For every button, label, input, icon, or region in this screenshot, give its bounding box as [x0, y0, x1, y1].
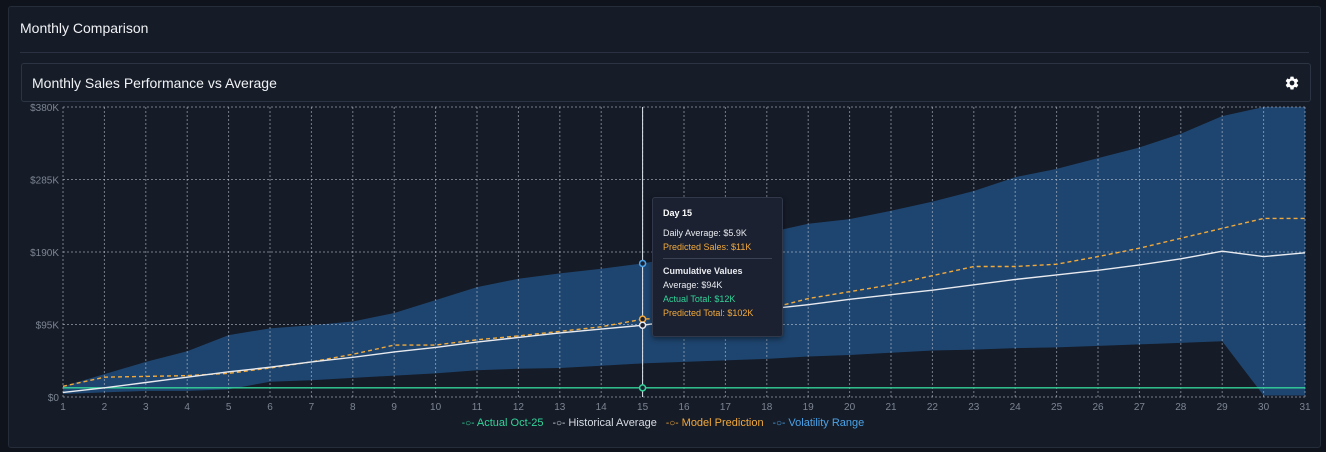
tooltip-daily-average: Daily Average: $5.9K: [663, 228, 747, 238]
legend-label-prediction: Model Prediction: [681, 417, 764, 429]
hover-point-actual: [638, 384, 647, 392]
x-tick-label: 12: [513, 402, 525, 413]
x-tick-label: 15: [637, 402, 649, 413]
x-tick-label: 2: [102, 402, 108, 413]
y-tick-label: $285K: [30, 176, 59, 187]
chart-card-header: Monthly Sales Performance vs Average: [21, 63, 1311, 102]
hover-point-prediction: [638, 315, 647, 323]
panel-divider: [20, 52, 1309, 53]
tooltip-day: Day 15: [663, 208, 693, 218]
gear-icon[interactable]: [1284, 75, 1300, 91]
y-tick-label: $0: [48, 393, 60, 404]
x-tick-label: 8: [350, 402, 356, 413]
x-tick-label: 16: [678, 402, 690, 413]
x-tick-label: 7: [309, 402, 315, 413]
tooltip-divider: [663, 258, 772, 259]
legend-marker-actual: -○-: [461, 418, 475, 429]
x-tick-label: 18: [761, 402, 773, 413]
chart-tooltip: Day 15 Daily Average: $5.9K Predicted Sa…: [652, 197, 783, 337]
x-tick-label: 31: [1299, 402, 1311, 413]
x-tick-label: 27: [1134, 402, 1146, 413]
panel-title: Monthly Comparison: [20, 20, 149, 36]
legend-marker-historical: -○-: [552, 418, 566, 429]
x-tick-label: 19: [803, 402, 815, 413]
y-tick-label: $190K: [30, 248, 59, 259]
chart-title: Monthly Sales Performance vs Average: [32, 75, 277, 91]
legend-item-prediction[interactable]: -○- Model Prediction: [666, 417, 764, 429]
x-tick-label: 14: [596, 402, 608, 413]
tooltip-average: Average: $94K: [663, 280, 723, 290]
tooltip-section-title: Cumulative Values: [663, 266, 743, 276]
legend-item-historical[interactable]: -○- Historical Average: [553, 417, 657, 429]
tooltip-predicted-sales: Predicted Sales: $11K: [663, 242, 752, 252]
x-tick-label: 6: [267, 402, 273, 413]
legend-label-volatility: Volatility Range: [788, 417, 865, 429]
x-tick-label: 3: [143, 402, 149, 413]
tooltip-predicted-total: Predicted Total: $102K: [663, 308, 754, 318]
hover-point-volatility: [638, 259, 647, 268]
x-tick-label: 5: [226, 402, 232, 413]
legend-marker-prediction: -○-: [665, 418, 679, 429]
x-tick-label: 17: [720, 402, 732, 413]
x-tick-label: 1: [60, 402, 66, 413]
x-tick-label: 20: [844, 402, 856, 413]
x-tick-label: 23: [968, 402, 980, 413]
x-tick-label: 9: [391, 402, 397, 413]
x-tick-label: 13: [554, 402, 566, 413]
volatility-band: [63, 107, 1305, 396]
legend-item-actual[interactable]: -○- Actual Oct-25: [462, 417, 544, 429]
legend-item-volatility[interactable]: -○- Volatility Range: [773, 417, 865, 429]
x-tick-label: 29: [1217, 402, 1229, 413]
x-tick-label: 26: [1092, 402, 1104, 413]
x-tick-label: 25: [1051, 402, 1063, 413]
x-tick-label: 30: [1258, 402, 1270, 413]
x-tick-label: 24: [1010, 402, 1022, 413]
x-tick-label: 4: [184, 402, 190, 413]
legend-label-actual: Actual Oct-25: [476, 417, 544, 429]
x-tick-label: 28: [1175, 402, 1187, 413]
legend-marker-volatility: -○-: [772, 418, 786, 429]
y-tick-label: $380K: [30, 103, 59, 114]
x-tick-label: 10: [430, 402, 442, 413]
chart-legend: -○- Actual Oct-25 -○- Historical Average…: [0, 417, 1326, 429]
x-tick-label: 21: [885, 402, 897, 413]
legend-label-historical: Historical Average: [568, 417, 657, 429]
x-tick-label: 11: [472, 402, 483, 413]
y-tick-label: $95K: [36, 321, 60, 332]
hover-point-historical: [638, 321, 647, 330]
x-tick-label: 22: [927, 402, 939, 413]
tooltip-actual-total: Actual Total: $12K: [663, 294, 736, 304]
